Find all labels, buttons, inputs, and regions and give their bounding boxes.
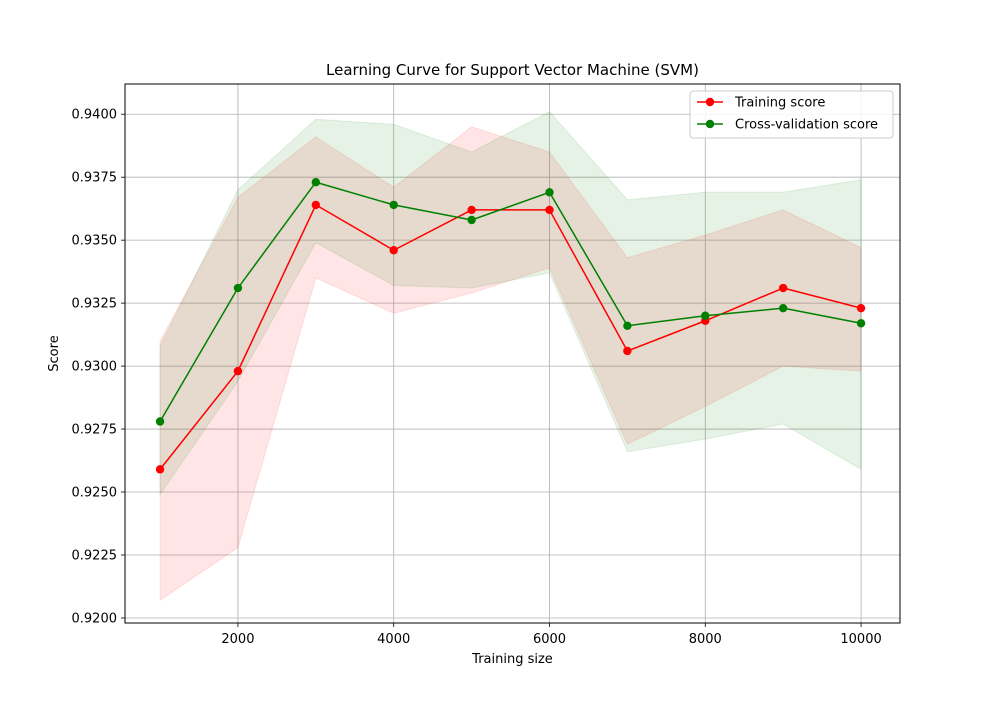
x-tick-label: 4000 xyxy=(377,632,410,647)
grid-layer xyxy=(125,84,900,623)
x-tick-label: 8000 xyxy=(689,632,722,647)
point-cross-validation xyxy=(233,283,243,293)
point-training xyxy=(389,246,398,255)
point-cross-validation xyxy=(311,178,321,187)
plot-area-background xyxy=(125,84,900,623)
plot-frame xyxy=(124,83,901,624)
point-training xyxy=(856,303,866,313)
point-training xyxy=(778,283,788,293)
y-tick-label: 0.9350 xyxy=(72,234,118,249)
y-tick-label: 0.9200 xyxy=(72,611,118,626)
series-lines xyxy=(159,181,862,470)
point-cross-validation xyxy=(467,215,476,225)
point-cross-validation xyxy=(155,417,165,426)
x-axis-label: Training size xyxy=(471,652,553,667)
legend-marker-cross-validation xyxy=(705,119,715,129)
point-cross-validation xyxy=(389,200,398,210)
y-tick-label: 0.9225 xyxy=(72,548,118,563)
legend-marker-training xyxy=(705,97,715,107)
y-tick-label: 0.9250 xyxy=(72,486,118,501)
band-cross-validation xyxy=(159,111,862,497)
x-tick-label: 10000 xyxy=(840,632,881,647)
y-tick-label: 0.9325 xyxy=(72,297,118,312)
y-tick-label: 0.9400 xyxy=(72,108,118,123)
x-tick-label: 2000 xyxy=(221,632,254,647)
chart-title: Learning Curve for Support Vector Machin… xyxy=(326,61,699,79)
axis-ticks: 2000 4000 6000 8000 10000 0.9200 0.9225 0.9250 0… xyxy=(72,108,882,647)
legend-label-training: Training score xyxy=(734,96,825,111)
y-tick-label: 0.9275 xyxy=(72,423,118,438)
band-training xyxy=(159,126,862,602)
y-axis-label: Score xyxy=(47,335,62,371)
confidence-bands xyxy=(159,111,862,602)
legend-label-cross-validation: Cross-validation score xyxy=(735,118,878,133)
series-markers xyxy=(155,178,866,474)
point-training xyxy=(623,346,632,356)
point-training xyxy=(545,205,554,215)
legend-frame xyxy=(689,90,894,139)
point-cross-validation xyxy=(545,188,554,197)
point-training xyxy=(311,200,321,210)
point-training xyxy=(233,366,243,376)
line-cross-validation xyxy=(159,181,862,422)
point-cross-validation xyxy=(623,321,632,330)
y-tick-label: 0.9375 xyxy=(72,171,118,186)
y-tick-label: 0.9300 xyxy=(72,360,118,375)
point-cross-validation xyxy=(856,319,866,328)
point-training xyxy=(155,465,165,474)
point-cross-validation xyxy=(778,303,788,313)
legend: Training score Cross-validation score xyxy=(689,90,894,139)
point-cross-validation xyxy=(701,311,710,320)
point-training xyxy=(467,205,476,215)
line-training xyxy=(159,204,862,470)
x-tick-label: 6000 xyxy=(533,632,566,647)
